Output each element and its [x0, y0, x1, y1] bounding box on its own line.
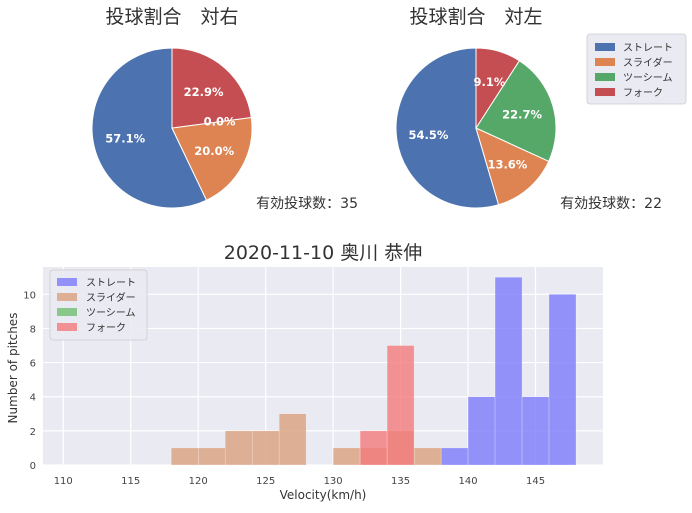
y-tick-label-4: 6 [30, 359, 36, 370]
legend-swatch-3 [595, 73, 615, 81]
pie-slice-2 [171, 116, 253, 201]
pie-slice-4 [475, 47, 521, 130]
pie-value-label-2: 13.6% [487, 157, 527, 171]
pie-value-label-1: 54.5% [409, 128, 449, 142]
hist-legend-swatch-1 [57, 278, 77, 286]
pie-slice-4 [171, 47, 252, 129]
pie-slice-3 [475, 60, 557, 162]
bar-series2-bin-4 [251, 430, 280, 466]
histogram-title: 2020-11-10 奥川 恭伸 [224, 242, 423, 264]
legend-entry-4: フォーク [623, 87, 663, 99]
pie-title-right: 投球割合 対右 [105, 6, 238, 28]
y-tick-label-2: 2 [30, 427, 36, 438]
hist-legend-swatch-4 [57, 323, 77, 331]
pitch-count-left: 有効投球数：22 [560, 196, 662, 212]
pie-slices-right [91, 47, 253, 209]
pie-value-label-3: 22.7% [502, 108, 542, 122]
bar-series2-bin-9 [413, 447, 442, 466]
x-tick-label-2: 115 [121, 476, 140, 487]
pie-legend-box [586, 33, 687, 105]
pie-value-labels-right: 57.1% 20.0% 0.0% 22.9% [105, 85, 236, 158]
x-tick-labels: 110 115 120 125 130 135 140 145 [54, 476, 545, 487]
pie-value-label-2: 20.0% [194, 144, 234, 158]
bar-series4-bin-2 [386, 345, 415, 466]
pie-chart-left: 投球割合 対左 54.5% 13.6% 22.7% 9.1% 有効投球数：22 [395, 6, 662, 212]
y-tick-labels: 0 2 4 6 8 10 [23, 290, 36, 472]
pie-slice-1 [91, 47, 208, 209]
bar-series1-bin-4 [521, 396, 550, 466]
histogram-legend-box [49, 269, 148, 341]
pie-value-label-4: 9.1% [474, 75, 506, 89]
x-tick-label-5: 130 [324, 476, 343, 487]
legend-swatch-4 [595, 88, 615, 96]
x-tick-label-4: 125 [256, 476, 275, 487]
legend-entry-2: スライダー [623, 56, 673, 69]
pie-value-label-3: 0.0% [204, 115, 236, 129]
pie-value-labels-left: 54.5% 13.6% 22.7% 9.1% [409, 75, 543, 171]
x-tick-label-8: 145 [526, 476, 545, 487]
pie-value-label-4: 22.9% [184, 85, 224, 99]
legend-swatch-1 [595, 43, 615, 51]
bar-series4-bin-1 [359, 430, 388, 466]
pitch-count-right: 有効投球数：35 [256, 196, 358, 212]
pie-chart-right: 投球割合 対右 57.1% 20.0% 0.0% 22.9% 有効投球数：35 [91, 6, 358, 212]
pie-slice-2 [475, 127, 550, 206]
x-axis-label: Velocity(km/h) [280, 488, 367, 502]
bar-series2-bin-5 [278, 413, 307, 466]
hist-legend-entry-4: フォーク [86, 322, 126, 334]
y-tick-label-3: 4 [30, 393, 36, 404]
pie-slices-left [395, 47, 557, 209]
hist-legend-swatch-3 [57, 308, 77, 316]
velocity-histogram: 2020-11-10 奥川 恭伸 110 115 120 125 130 135 140 14… [6, 242, 603, 502]
x-tick-label-6: 135 [391, 476, 410, 487]
bar-series1-bin-2 [467, 396, 496, 466]
bar-series2-bin-1 [170, 447, 199, 466]
bar-series2-bin-2 [197, 447, 226, 466]
x-tick-label-7: 140 [459, 476, 478, 487]
bar-series2-bin-6 [332, 447, 361, 466]
hist-legend-swatch-2 [57, 293, 77, 301]
pie-slice-1 [395, 47, 500, 209]
bar-series1-bin-3 [494, 277, 523, 466]
legend-entry-1: ストレート [623, 43, 673, 54]
hist-legend-entry-1: ストレート [86, 278, 136, 289]
legend-swatch-2 [595, 58, 615, 66]
y-tick-label-1: 0 [30, 461, 36, 472]
hist-legend-entry-2: スライダー [86, 291, 136, 304]
pie-title-left: 投球割合 対左 [409, 6, 542, 28]
y-axis-label: Number of pitches [6, 313, 20, 424]
pie-value-label-1: 57.1% [105, 132, 145, 146]
x-tick-label-3: 120 [189, 476, 208, 487]
y-tick-label-5: 8 [30, 324, 36, 335]
hist-legend-entry-3: ツーシーム [86, 307, 136, 319]
histogram-bars [170, 277, 577, 466]
x-tick-label-1: 110 [54, 476, 73, 487]
bar-series1-bin-1 [440, 447, 469, 466]
bar-series2-bin-3 [224, 430, 253, 466]
legend-entry-3: ツーシーム [623, 72, 673, 84]
y-tick-label-6: 10 [23, 290, 36, 301]
bar-series1-bin-5 [548, 294, 577, 466]
